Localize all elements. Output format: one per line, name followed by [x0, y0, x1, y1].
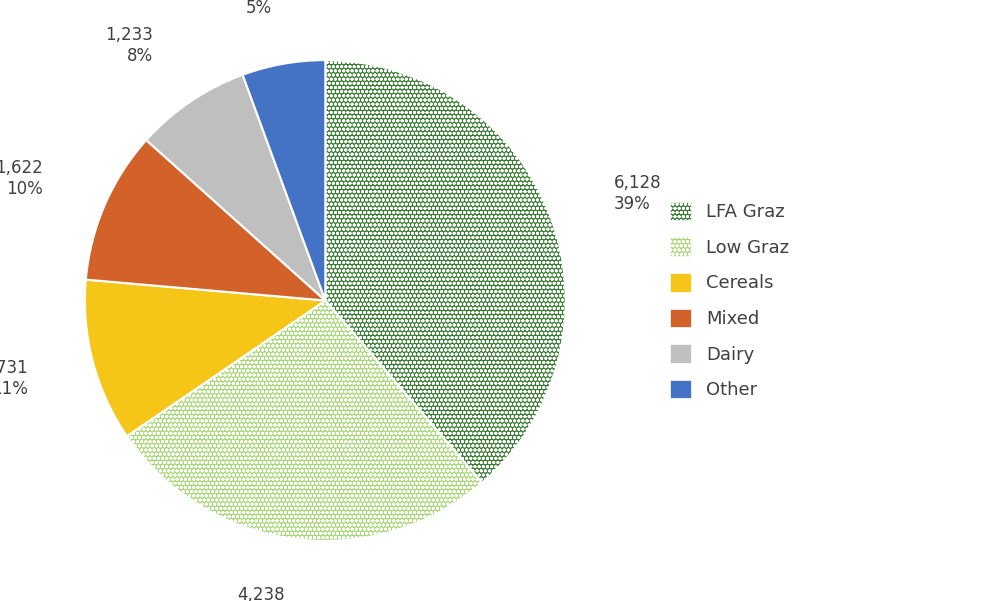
Wedge shape — [146, 75, 325, 300]
Text: 6,128
39%: 6,128 39% — [614, 174, 662, 213]
Wedge shape — [127, 300, 482, 541]
Wedge shape — [86, 140, 325, 300]
Wedge shape — [325, 60, 566, 483]
Wedge shape — [242, 60, 325, 300]
Text: 1,622
10%: 1,622 10% — [0, 159, 43, 198]
Legend: LFA Graz, Low Graz, Cereals, Mixed, Dairy, Other: LFA Graz, Low Graz, Cereals, Mixed, Dair… — [670, 202, 789, 399]
Text: 885
5%: 885 5% — [240, 0, 271, 17]
Wedge shape — [85, 279, 325, 436]
Text: 1,731
11%: 1,731 11% — [0, 359, 28, 398]
Text: 1,233
8%: 1,233 8% — [105, 26, 153, 65]
Text: 4,238
27%: 4,238 27% — [237, 586, 285, 601]
